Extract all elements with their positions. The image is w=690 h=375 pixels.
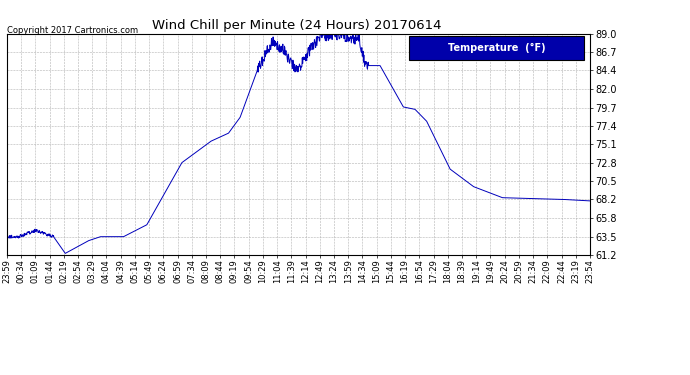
Text: Wind Chill per Minute (24 Hours) 20170614: Wind Chill per Minute (24 Hours) 2017061… (152, 19, 442, 32)
Bar (409, 36, 584, 60)
Text: Copyright 2017 Cartronics.com: Copyright 2017 Cartronics.com (7, 26, 138, 35)
Text: Temperature  (°F): Temperature (°F) (448, 43, 546, 53)
